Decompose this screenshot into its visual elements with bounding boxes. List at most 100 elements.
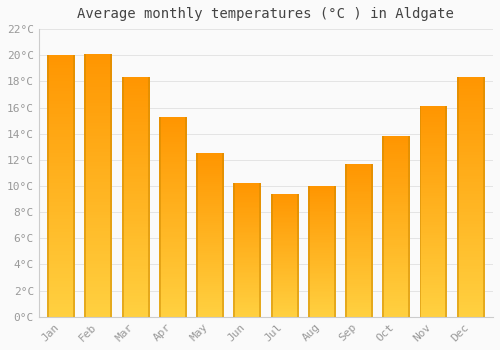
Bar [457,173,484,176]
Bar [84,228,112,231]
Bar [345,290,373,292]
Bar [308,268,336,270]
Bar [234,299,262,300]
Bar [122,257,150,260]
Bar [234,232,262,233]
Bar [234,305,262,307]
Bar [122,89,150,92]
Bar [308,209,336,211]
Bar [196,206,224,209]
Bar [270,263,298,265]
Bar [234,248,262,250]
Bar [122,278,150,281]
Bar [47,127,75,131]
Bar [159,164,187,167]
Bar [457,308,484,311]
Bar [345,263,373,265]
Bar [345,269,373,271]
Bar [159,134,187,137]
Bar [196,192,224,194]
Bar [122,110,150,113]
Bar [122,122,150,125]
Bar [159,259,187,262]
Bar [420,296,448,299]
Bar [457,272,484,275]
Bar [270,197,298,198]
Bar [382,186,410,188]
Bar [382,139,410,141]
Bar [196,166,224,168]
Bar [270,280,298,281]
Bar [159,209,187,212]
Bar [308,189,336,191]
Bar [234,277,262,279]
Bar [122,80,150,83]
Bar [308,286,336,287]
Bar [308,299,336,300]
Bar [270,278,298,280]
Bar [84,208,112,212]
Bar [47,150,75,153]
Bar [382,154,410,156]
Bar [420,270,448,272]
Bar [420,204,448,206]
Bar [345,215,373,217]
Bar [345,254,373,256]
Bar [84,310,112,314]
Bar [482,77,484,317]
Bar [308,235,336,237]
Bar [47,101,75,104]
Bar [457,92,484,96]
Bar [159,122,187,124]
Bar [457,86,484,89]
Bar [345,183,373,185]
Bar [345,284,373,286]
Bar [345,250,373,252]
Bar [345,301,373,303]
Bar [196,182,224,184]
Bar [420,275,448,277]
Bar [84,153,112,156]
Bar [270,252,298,254]
Bar [345,234,373,237]
Bar [196,204,224,206]
Bar [270,301,298,303]
Bar [47,268,75,271]
Bar [420,143,448,146]
Bar [47,186,75,189]
Bar [457,102,484,104]
Bar [196,153,198,317]
Bar [420,214,448,217]
Bar [382,181,410,184]
Bar [457,164,484,167]
Bar [457,89,484,92]
Bar [196,315,224,317]
Bar [457,251,484,254]
Bar [159,132,187,134]
Bar [270,309,298,311]
Bar [234,288,262,290]
Bar [457,263,484,266]
Bar [47,65,75,68]
Bar [196,212,224,215]
Bar [382,226,410,229]
Bar [382,254,410,256]
Bar [196,268,224,270]
Bar [159,287,187,289]
Bar [270,215,298,217]
Bar [308,300,336,302]
Bar [420,169,448,172]
Bar [122,245,150,248]
Bar [270,266,298,268]
Bar [308,214,336,216]
Bar [159,309,187,312]
Bar [345,194,373,196]
Bar [457,287,484,290]
Bar [446,106,448,317]
Bar [47,153,75,156]
Bar [457,128,484,131]
Bar [345,219,373,221]
Bar [345,166,373,168]
Bar [234,188,262,190]
Bar [270,208,298,209]
